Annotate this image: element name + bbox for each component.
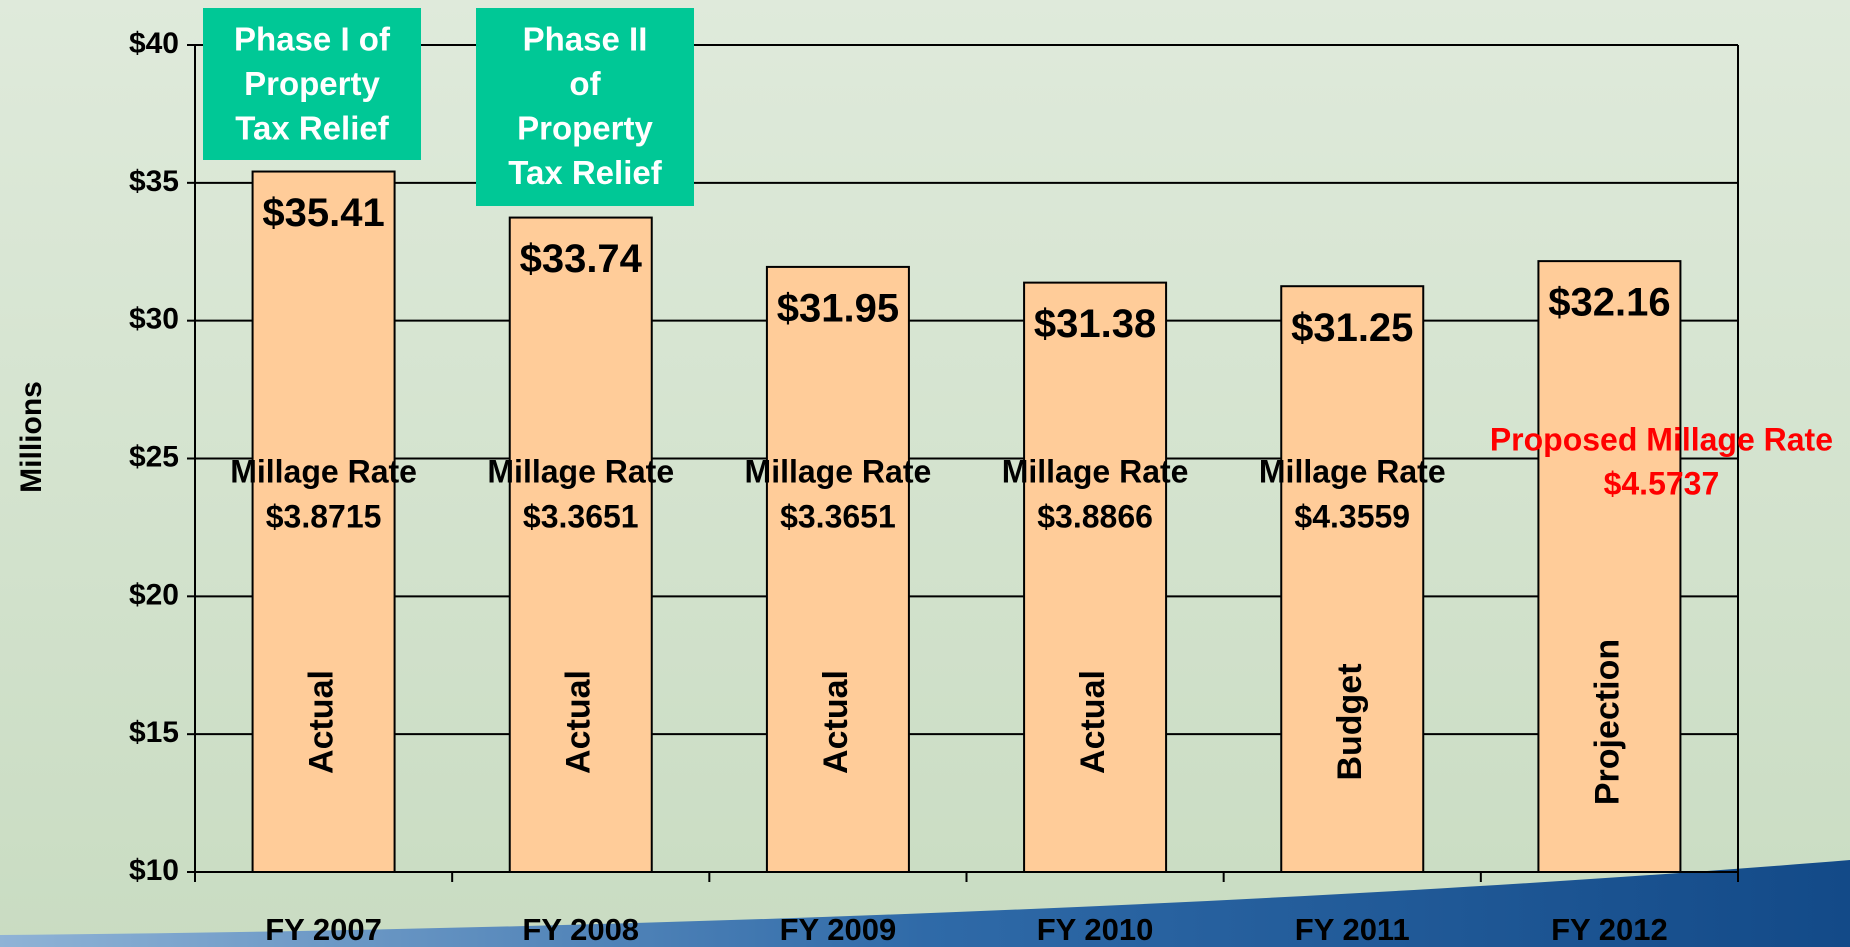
value-label: $31.38 xyxy=(1034,302,1156,346)
millage-rate: $3.3651 xyxy=(523,498,639,534)
millage-title: Millage Rate xyxy=(1002,453,1189,489)
annotation-text: Phase II xyxy=(523,21,648,58)
bar-note: Actual xyxy=(817,670,855,774)
annotation-text: Phase I of xyxy=(234,21,391,58)
millage-title: Millage Rate xyxy=(1259,453,1446,489)
millage-rate: $3.8866 xyxy=(1037,498,1153,534)
annotation-text: Tax Relief xyxy=(508,154,662,191)
millage-rate: $3.8715 xyxy=(266,498,382,534)
annotation-text: of xyxy=(569,65,601,102)
y-tick-label: $30 xyxy=(129,303,179,336)
bar xyxy=(1280,285,1425,874)
millage-title: Proposed Millage Rate xyxy=(1490,421,1833,457)
y-axis-label: Millions xyxy=(15,381,48,493)
value-label: $35.41 xyxy=(262,191,384,235)
millage-rate: $3.3651 xyxy=(780,498,896,534)
y-tick-label: $25 xyxy=(129,440,179,473)
value-label: $31.95 xyxy=(777,286,899,330)
annotation-text: Property xyxy=(244,65,380,102)
millage-rate: $4.5737 xyxy=(1604,465,1720,501)
annotation-text: Property xyxy=(517,110,653,147)
bar xyxy=(508,216,653,874)
x-tick-label: FY 2010 xyxy=(1037,912,1154,947)
millage-title: Millage Rate xyxy=(230,453,417,489)
millage-rate: $4.3559 xyxy=(1294,498,1410,534)
bar-note: Actual xyxy=(1074,670,1112,774)
y-tick-label: $40 xyxy=(129,27,179,60)
swoosh xyxy=(0,860,1850,947)
annotation-text: Tax Relief xyxy=(235,110,389,147)
bar xyxy=(251,170,396,873)
y-tick-label: $15 xyxy=(129,716,179,749)
bar xyxy=(1023,281,1168,873)
y-tick-label: $10 xyxy=(129,854,179,887)
bar xyxy=(765,265,910,873)
x-tick-label: FY 2012 xyxy=(1551,912,1668,947)
bar-note: Actual xyxy=(303,670,341,774)
millage-title: Millage Rate xyxy=(487,453,674,489)
x-tick-label: FY 2008 xyxy=(522,912,639,947)
y-tick-label: $20 xyxy=(129,578,179,611)
bar-note: Projection xyxy=(1588,639,1626,805)
value-label: $32.16 xyxy=(1548,281,1670,325)
value-label: $31.25 xyxy=(1291,306,1413,350)
annotation-box xyxy=(476,8,694,206)
annotation-box xyxy=(203,8,421,160)
millage-title: Millage Rate xyxy=(745,453,932,489)
bar-note: Budget xyxy=(1331,663,1369,780)
x-tick-label: FY 2009 xyxy=(780,912,897,947)
bar-note: Actual xyxy=(560,670,598,774)
value-label: $33.74 xyxy=(520,237,643,281)
x-tick-label: FY 2011 xyxy=(1295,912,1410,947)
x-tick-label: FY 2007 xyxy=(265,912,382,947)
bar xyxy=(1537,260,1682,873)
y-tick-label: $35 xyxy=(129,165,179,198)
